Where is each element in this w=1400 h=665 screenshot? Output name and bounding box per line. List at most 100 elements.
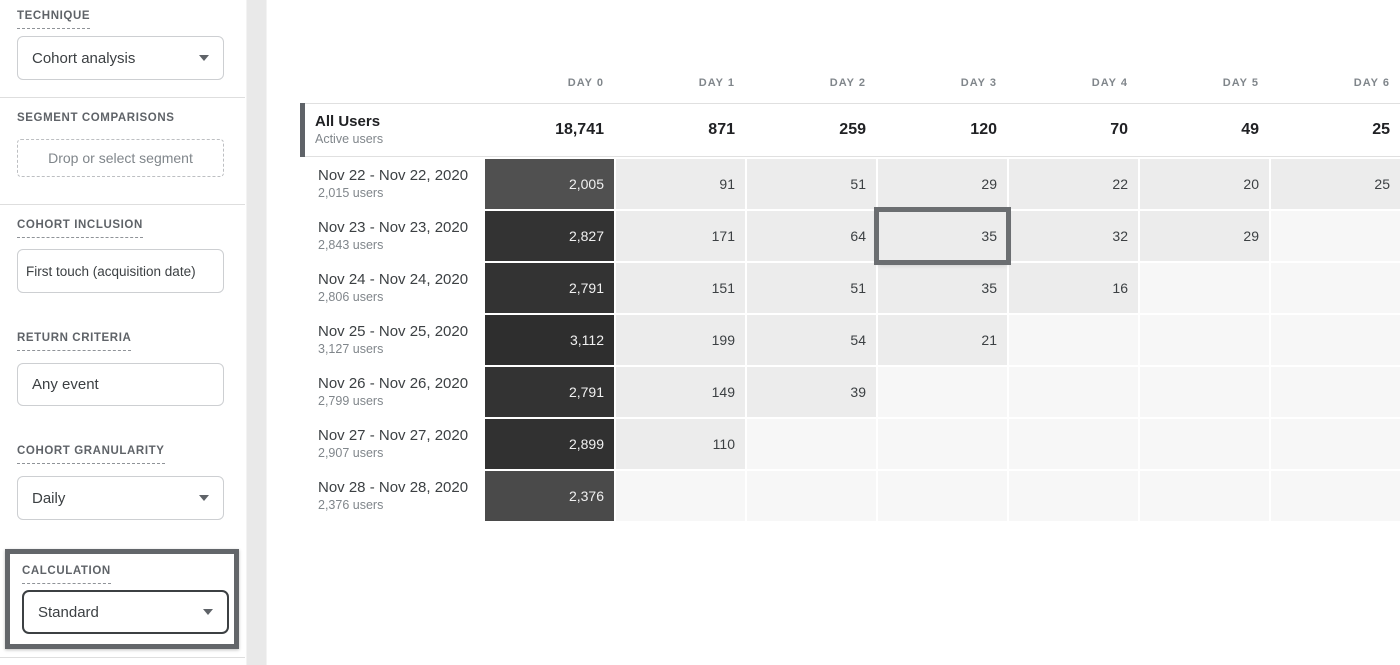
summary-value-day-3: 120 — [970, 121, 997, 138]
cohort-cell-day-4[interactable] — [1009, 471, 1138, 521]
cohort-date-range: Nov 26 - Nov 26, 2020 — [318, 375, 469, 392]
annotation-box-cell[interactable]: 35 — [874, 207, 1011, 265]
segment-dropzone-placeholder: Drop or select segment — [48, 150, 193, 166]
cohort-inclusion-value: First touch (acquisition date) — [26, 263, 196, 279]
cohort-cell-day-2[interactable]: 51 — [747, 159, 876, 209]
cohort-cell-day-3[interactable] — [878, 471, 1007, 521]
cohort-cell-day-4[interactable] — [1009, 367, 1138, 417]
cohort-date-range: Nov 25 - Nov 25, 2020 — [318, 323, 469, 340]
cohort-user-count: 2,015 users — [318, 186, 384, 200]
return-criteria-field[interactable]: Any event — [17, 363, 224, 406]
cohort-cell-day-3[interactable]: 35 — [878, 263, 1007, 313]
table-header-row: DAY 0 DAY 1 DAY 2 DAY 3 DAY 4 DAY 5 DAY 6 — [300, 60, 1400, 103]
cohort-cell-day-4[interactable]: 32 — [1009, 211, 1138, 261]
cohort-user-count: 2,843 users — [318, 238, 384, 252]
cohort-row-label: Nov 23 - Nov 23, 2020 2,843 users — [300, 211, 483, 261]
cohort-date-range: Nov 24 - Nov 24, 2020 — [318, 271, 469, 288]
cohort-cell-day-6[interactable] — [1271, 471, 1400, 521]
cohort-row: Nov 22 - Nov 22, 2020 2,015 users 2,005 91 5… — [300, 159, 1400, 209]
cohort-cell-day-1[interactable]: 110 — [616, 419, 745, 469]
cohort-cell-day-1[interactable] — [616, 471, 745, 521]
cohort-cell-day-1[interactable]: 199 — [616, 315, 745, 365]
cohort-cell-day-4[interactable]: 22 — [1009, 159, 1138, 209]
summary-value-day-1: 871 — [708, 121, 735, 138]
summary-value-day-6: 25 — [1372, 121, 1390, 138]
cohort-date-range: Nov 27 - Nov 27, 2020 — [318, 427, 469, 444]
cohort-cell-day-0[interactable]: 2,791 — [485, 367, 614, 417]
cohort-cell-day-2[interactable]: 54 — [747, 315, 876, 365]
cohort-cell-day-5[interactable] — [1140, 367, 1269, 417]
summary-value-day-4: 70 — [1110, 121, 1128, 138]
segment-dropzone[interactable]: Drop or select segment — [17, 139, 224, 177]
cohort-inclusion-label: COHORT INCLUSION — [17, 219, 143, 238]
cohort-cell-day-1[interactable]: 91 — [616, 159, 745, 209]
column-header-day-3: DAY 3 — [960, 77, 997, 89]
cohort-cell-day-6[interactable] — [1271, 419, 1400, 469]
column-header-day-1: DAY 1 — [698, 77, 735, 89]
cohort-cell-day-0[interactable]: 3,112 — [485, 315, 614, 365]
cohort-cell-day-2[interactable] — [747, 471, 876, 521]
cohort-rows: Nov 22 - Nov 22, 2020 2,015 users 2,005 91 5… — [300, 159, 1400, 521]
cohort-cell-day-2[interactable]: 64 — [747, 211, 876, 261]
cohort-granularity-value: Daily — [32, 489, 66, 507]
cohort-row: Nov 24 - Nov 24, 2020 2,806 users 2,791 151… — [300, 263, 1400, 313]
cohort-cell-day-5[interactable] — [1140, 471, 1269, 521]
cohort-cell-day-0[interactable]: 2,376 — [485, 471, 614, 521]
cohort-cell-day-2[interactable]: 39 — [747, 367, 876, 417]
cohort-cell-day-1[interactable]: 151 — [616, 263, 745, 313]
return-criteria-value: Any event — [32, 376, 99, 393]
summary-title: All Users — [315, 113, 381, 130]
cohort-cell-day-6[interactable]: 25 — [1271, 159, 1400, 209]
cohort-user-count: 3,127 users — [318, 342, 384, 356]
cohort-user-count: 2,799 users — [318, 394, 384, 408]
summary-subtitle: Active users — [315, 132, 384, 146]
summary-row-label: All Users Active users — [300, 103, 483, 157]
technique-dropdown[interactable]: Cohort analysis — [17, 36, 224, 80]
cohort-inclusion-field[interactable]: First touch (acquisition date) — [17, 249, 224, 293]
cohort-cell-day-6[interactable] — [1271, 211, 1400, 261]
divider — [0, 204, 245, 205]
panel-scrollbar[interactable] — [246, 0, 267, 665]
cohort-row-label: Nov 24 - Nov 24, 2020 2,806 users — [300, 263, 483, 313]
cohort-cell-day-6[interactable] — [1271, 315, 1400, 365]
cohort-row-label: Nov 27 - Nov 27, 2020 2,907 users — [300, 419, 483, 469]
cohort-date-range: Nov 28 - Nov 28, 2020 — [318, 479, 469, 496]
cohort-cell-day-4[interactable] — [1009, 315, 1138, 365]
cohort-cell-day-1[interactable]: 171 — [616, 211, 745, 261]
cohort-cell-day-2[interactable] — [747, 419, 876, 469]
settings-sidebar: TECHNIQUE Cohort analysis SEGMENT COMPAR… — [0, 0, 245, 665]
cohort-granularity-label: COHORT GRANULARITY — [17, 445, 165, 464]
cohort-user-count: 2,907 users — [318, 446, 384, 460]
divider — [0, 97, 245, 98]
cohort-cell-day-5[interactable] — [1140, 419, 1269, 469]
cohort-user-count: 2,806 users — [318, 290, 384, 304]
cohort-cell-day-5[interactable] — [1140, 263, 1269, 313]
summary-accent-bar — [300, 103, 305, 157]
cohort-user-count: 2,376 users — [318, 498, 384, 512]
cohort-cell-day-0[interactable]: 2,005 — [485, 159, 614, 209]
cohort-cell-day-0[interactable]: 2,899 — [485, 419, 614, 469]
technique-value: Cohort analysis — [32, 49, 136, 67]
cohort-cell-day-0[interactable]: 2,827 — [485, 211, 614, 261]
cohort-cell-day-2[interactable]: 51 — [747, 263, 876, 313]
calculation-dropdown[interactable]: Standard — [22, 590, 229, 634]
cohort-date-range: Nov 22 - Nov 22, 2020 — [318, 167, 469, 184]
cohort-cell-day-0[interactable]: 2,791 — [485, 263, 614, 313]
annotation-box-calculation: CALCULATION Standard — [5, 549, 239, 649]
cohort-cell-day-4[interactable]: 16 — [1009, 263, 1138, 313]
cohort-cell-day-5[interactable]: 29 — [1140, 211, 1269, 261]
cohort-cell-day-6[interactable] — [1271, 263, 1400, 313]
cohort-cell-day-5[interactable]: 20 — [1140, 159, 1269, 209]
cohort-cell-day-1[interactable]: 149 — [616, 367, 745, 417]
cohort-cell-day-5[interactable] — [1140, 315, 1269, 365]
cohort-cell-day-6[interactable] — [1271, 367, 1400, 417]
cohort-cell-day-3[interactable]: 21 — [878, 315, 1007, 365]
cohort-cell-day-3[interactable] — [878, 367, 1007, 417]
cohort-row-label: Nov 22 - Nov 22, 2020 2,015 users — [300, 159, 483, 209]
cohort-granularity-dropdown[interactable]: Daily — [17, 476, 224, 520]
cohort-cell-day-4[interactable] — [1009, 419, 1138, 469]
cohort-cell-day-3[interactable]: 29 — [878, 159, 1007, 209]
cohort-row: Nov 23 - Nov 23, 2020 2,843 users 2,827 171… — [300, 207, 1400, 265]
chevron-down-icon — [199, 495, 209, 501]
cohort-cell-day-3[interactable] — [878, 419, 1007, 469]
